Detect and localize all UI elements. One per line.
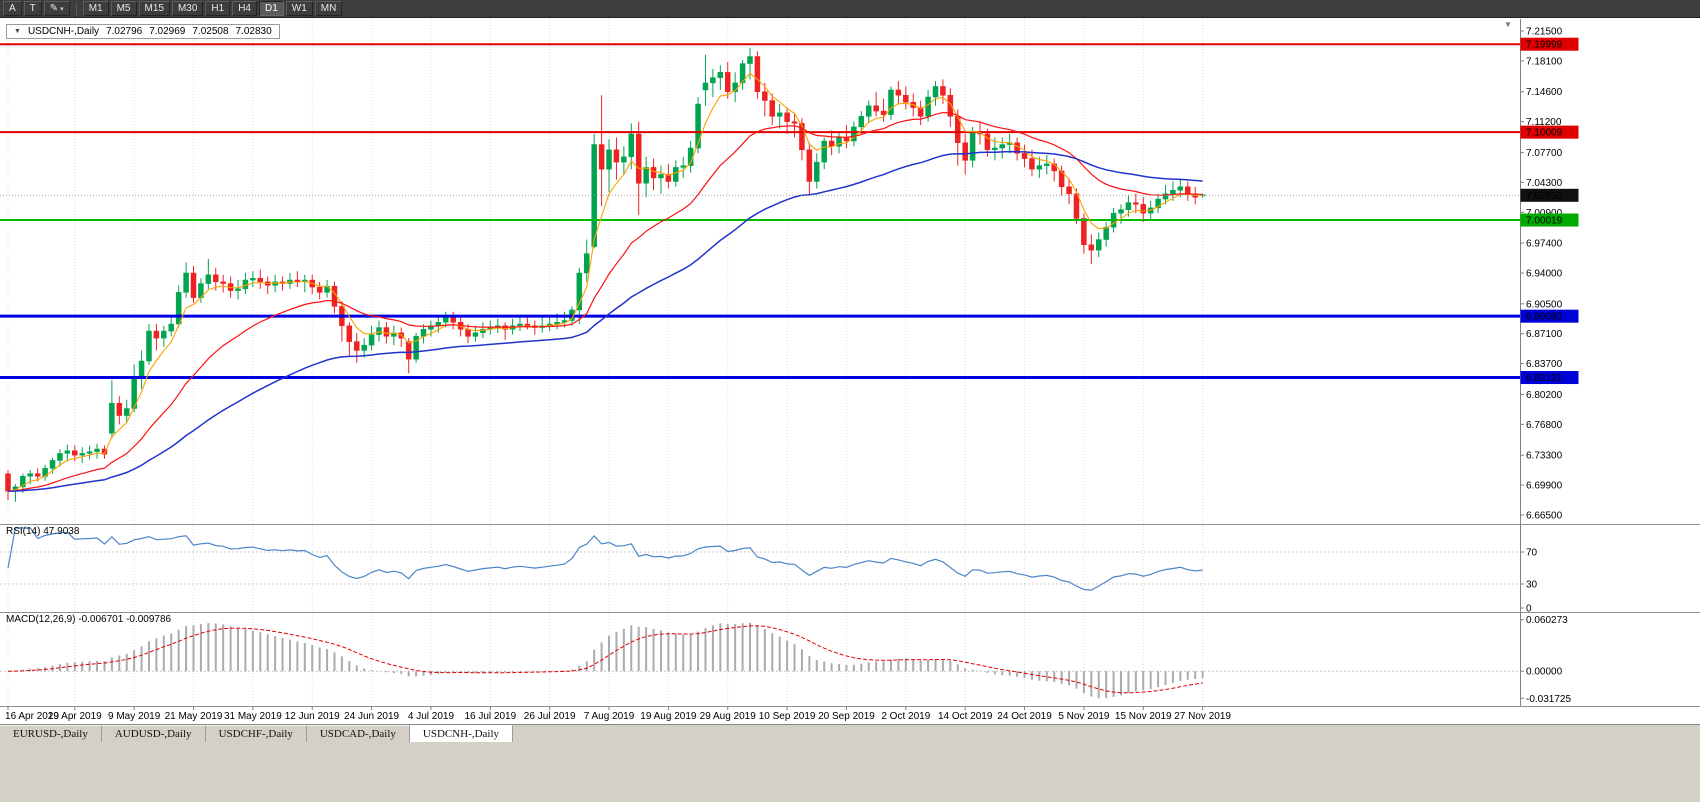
timeframe-d1-button[interactable]: D1 xyxy=(259,1,284,16)
svg-text:7.14600: 7.14600 xyxy=(1526,87,1563,98)
svg-text:6.73300: 6.73300 xyxy=(1526,451,1563,462)
svg-text:6.94000: 6.94000 xyxy=(1526,269,1563,280)
pencil-icon: ✎ xyxy=(49,3,59,14)
svg-text:6.82121: 6.82121 xyxy=(1526,373,1563,384)
tab-usdchf-daily[interactable]: USDCHF-,Daily xyxy=(205,725,307,742)
svg-text:7 Aug 2019: 7 Aug 2019 xyxy=(584,711,635,722)
svg-text:24 Jun 2019: 24 Jun 2019 xyxy=(344,711,399,722)
svg-text:6.83700: 6.83700 xyxy=(1526,359,1563,370)
svg-text:6.69900: 6.69900 xyxy=(1526,481,1563,492)
svg-text:24 Oct 2019: 24 Oct 2019 xyxy=(997,711,1052,722)
text-button[interactable]: T xyxy=(23,1,42,16)
svg-text:70: 70 xyxy=(1526,548,1538,559)
svg-text:5 Nov 2019: 5 Nov 2019 xyxy=(1058,711,1110,722)
svg-text:6.90500: 6.90500 xyxy=(1526,299,1563,310)
timeframe-w1-button[interactable]: W1 xyxy=(285,1,313,16)
ohlc-close: 7.02830 xyxy=(235,26,272,37)
svg-text:9 May 2019: 9 May 2019 xyxy=(108,711,161,722)
rsi-indicator-label: RSI(14) 47.9038 xyxy=(6,526,80,537)
timeframe-h1-button[interactable]: H1 xyxy=(205,1,231,16)
chart-tab-bar: EURUSD-,Daily AUDUSD-,Daily USDCHF-,Dail… xyxy=(0,724,1700,742)
svg-text:7.18100: 7.18100 xyxy=(1526,56,1563,67)
svg-text:29 Aug 2019: 29 Aug 2019 xyxy=(700,711,757,722)
svg-text:26 Jul 2019: 26 Jul 2019 xyxy=(524,711,576,722)
svg-text:16 Jul 2019: 16 Jul 2019 xyxy=(464,711,516,722)
svg-text:7.04300: 7.04300 xyxy=(1526,178,1563,189)
svg-text:29 Apr 2019: 29 Apr 2019 xyxy=(48,711,102,722)
ohlc-high: 7.02969 xyxy=(149,26,186,37)
timeframe-m5-button[interactable]: M5 xyxy=(110,1,137,16)
svg-text:14 Oct 2019: 14 Oct 2019 xyxy=(938,711,993,722)
chart-title-box: ▼ USDCNH-,Daily 7.02796 7.02969 7.02508 … xyxy=(6,24,280,39)
tab-usdcad-daily[interactable]: USDCAD-,Daily xyxy=(306,725,410,742)
svg-text:15 Nov 2019: 15 Nov 2019 xyxy=(1115,711,1172,722)
svg-text:4 Jul 2019: 4 Jul 2019 xyxy=(408,711,455,722)
toolbar: A T ✎ ▾ M1 M5 M15 M30 H1 H4 D1 W1 MN xyxy=(0,0,1700,18)
svg-text:20 Sep 2019: 20 Sep 2019 xyxy=(818,711,875,722)
svg-text:0.00000: 0.00000 xyxy=(1526,667,1563,678)
draw-objects-button[interactable]: ✎ ▾ xyxy=(43,1,70,16)
timeframe-h4-button[interactable]: H4 xyxy=(232,1,257,16)
svg-text:7.11200: 7.11200 xyxy=(1526,117,1562,128)
svg-text:30: 30 xyxy=(1526,580,1538,591)
toolbar-separator xyxy=(75,2,77,15)
svg-text:6.66500: 6.66500 xyxy=(1526,511,1563,522)
tab-audusd-daily[interactable]: AUDUSD-,Daily xyxy=(101,725,206,742)
chevron-down-icon: ▾ xyxy=(60,6,64,13)
svg-text:-0.031725: -0.031725 xyxy=(1526,694,1571,705)
svg-text:21 May 2019: 21 May 2019 xyxy=(165,711,223,722)
svg-text:12 Jun 2019: 12 Jun 2019 xyxy=(285,711,340,722)
svg-text:7.19999: 7.19999 xyxy=(1526,40,1563,51)
svg-text:7.02830: 7.02830 xyxy=(1526,191,1563,202)
svg-text:16 Apr 2019: 16 Apr 2019 xyxy=(5,711,59,722)
window-lower-area xyxy=(0,741,1700,802)
svg-text:7.00900: 7.00900 xyxy=(1526,208,1563,219)
tab-usdcnh-daily[interactable]: USDCNH-,Daily xyxy=(409,725,514,742)
cursor-button[interactable]: A xyxy=(3,1,22,16)
macd-indicator-label: MACD(12,26,9) -0.006701 -0.009786 xyxy=(6,614,172,625)
svg-text:0.060273: 0.060273 xyxy=(1526,615,1568,626)
svg-text:6.87100: 6.87100 xyxy=(1526,329,1563,340)
svg-text:6.89093: 6.89093 xyxy=(1526,312,1563,323)
svg-text:7.00019: 7.00019 xyxy=(1526,216,1563,227)
svg-text:0: 0 xyxy=(1526,604,1532,615)
timeframe-m30-button[interactable]: M30 xyxy=(171,1,204,16)
ohlc-open: 7.02796 xyxy=(106,26,143,37)
chart-shift-marker-icon[interactable]: ▼ xyxy=(1504,20,1512,29)
svg-text:6.80200: 6.80200 xyxy=(1526,390,1563,401)
timeframe-mn-button[interactable]: MN xyxy=(314,1,343,16)
svg-text:2 Oct 2019: 2 Oct 2019 xyxy=(881,711,930,722)
svg-text:19 Aug 2019: 19 Aug 2019 xyxy=(640,711,697,722)
svg-text:7.21500: 7.21500 xyxy=(1526,27,1563,38)
timeframe-m1-button[interactable]: M1 xyxy=(82,1,109,16)
svg-text:6.97400: 6.97400 xyxy=(1526,239,1563,250)
svg-text:7.07700: 7.07700 xyxy=(1526,148,1563,159)
timeframe-m15-button[interactable]: M15 xyxy=(138,1,170,16)
svg-text:6.76800: 6.76800 xyxy=(1526,420,1563,431)
svg-text:10 Sep 2019: 10 Sep 2019 xyxy=(759,711,816,722)
svg-text:7.10009: 7.10009 xyxy=(1526,128,1563,139)
ohlc-low: 7.02508 xyxy=(192,26,229,37)
tab-eurusd-daily[interactable]: EURUSD-,Daily xyxy=(0,725,102,742)
chart-dropdown-icon[interactable]: ▼ xyxy=(14,28,21,35)
svg-text:27 Nov 2019: 27 Nov 2019 xyxy=(1174,711,1231,722)
chart-symbol-label: USDCNH-,Daily xyxy=(27,26,100,37)
svg-text:31 May 2019: 31 May 2019 xyxy=(224,711,282,722)
